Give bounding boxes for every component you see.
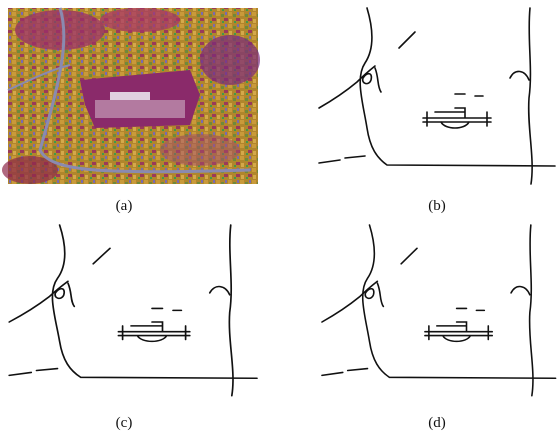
panel-label: (a) [94,198,154,215]
figure: (a) (b) (c) (d) [0,0,558,434]
panel-label: (c) [94,415,154,432]
satellite-image [2,8,260,184]
road-map-d [322,225,556,396]
panel-label: (d) [407,415,467,432]
panel-label: (b) [407,198,467,215]
road-map-c [9,225,257,396]
figure-graphics [0,0,558,434]
road-map-b [319,8,555,184]
